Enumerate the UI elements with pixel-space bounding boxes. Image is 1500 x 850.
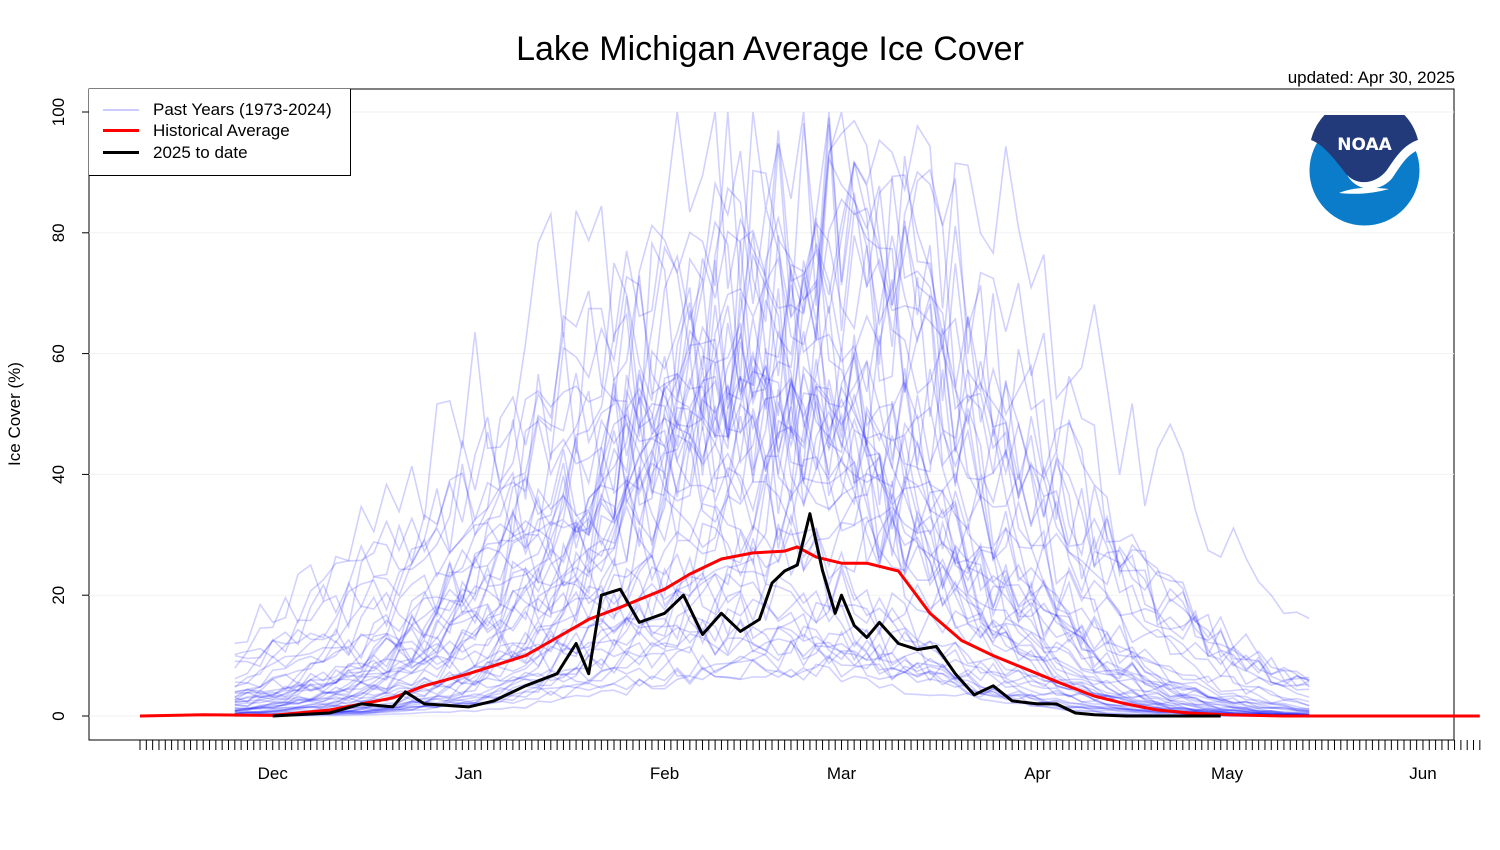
- past-year-line: [234, 439, 1310, 717]
- past-year-line: [234, 321, 1310, 712]
- x-tick-label: Apr: [1024, 764, 1051, 783]
- past-year-line: [234, 617, 1310, 717]
- past-year-line: [234, 624, 1310, 716]
- past-year-line: [234, 385, 1310, 717]
- past-year-line: [234, 625, 1310, 717]
- past-year-line: [234, 348, 1310, 717]
- past-year-line: [234, 235, 1310, 703]
- legend-label-2025: 2025 to date: [153, 143, 248, 162]
- legend-swatch-2025: [103, 151, 139, 154]
- past-year-line: [234, 220, 1310, 717]
- past-year-line: [234, 359, 1310, 717]
- past-year-line: [234, 652, 1310, 717]
- legend-swatch-past-years: [103, 109, 139, 111]
- past-year-line: [234, 111, 1310, 707]
- past-year-line: [234, 376, 1310, 717]
- past-year-line: [234, 408, 1310, 717]
- past-year-line: [234, 355, 1310, 707]
- noaa-logo-icon: NOAA: [1309, 115, 1420, 226]
- x-tick-label: Jan: [455, 764, 482, 783]
- past-year-line: [234, 119, 1310, 717]
- y-axis-label: Ice Cover (%): [5, 362, 24, 466]
- y-tick-label: 20: [49, 586, 68, 605]
- current-year-line: [272, 512, 1221, 718]
- legend-swatch-historical-average: [103, 129, 139, 132]
- past-year-line: [234, 252, 1310, 717]
- past-year-line: [234, 214, 1310, 715]
- past-year-line: [234, 278, 1310, 715]
- svg-text:NOAA: NOAA: [1337, 135, 1392, 155]
- x-tick-label: Jun: [1409, 764, 1436, 783]
- past-year-line: [234, 375, 1310, 712]
- y-tick-label: 0: [49, 711, 68, 720]
- x-tick-label: Dec: [258, 764, 289, 783]
- past-year-line: [234, 235, 1310, 714]
- past-year-line: [234, 111, 1310, 716]
- past-year-line: [234, 460, 1310, 716]
- past-year-line: [234, 630, 1310, 717]
- past-year-line: [234, 507, 1310, 717]
- past-year-line: [234, 305, 1310, 715]
- legend-label-historical-average: Historical Average: [153, 121, 290, 140]
- y-tick-label: 40: [49, 465, 68, 484]
- updated-date: updated: Apr 30, 2025: [1287, 68, 1455, 87]
- x-tick-label: Mar: [827, 764, 857, 783]
- past-year-line: [234, 651, 1310, 716]
- past-year-line: [234, 117, 1310, 712]
- past-year-line: [234, 111, 1310, 711]
- past-year-line: [234, 555, 1310, 717]
- past-year-line: [234, 626, 1310, 716]
- past-year-line: [234, 591, 1310, 717]
- past-year-line: [234, 352, 1310, 711]
- y-tick-label: 80: [49, 223, 68, 242]
- past-year-line: [234, 275, 1310, 717]
- chart-title: Lake Michigan Average Ice Cover: [516, 30, 1024, 68]
- legend-label-past-years: Past Years (1973-2024): [153, 100, 332, 119]
- x-tick-label: May: [1211, 764, 1244, 783]
- past-year-line: [234, 123, 1310, 703]
- legend: Past Years (1973-2024) Historical Averag…: [89, 89, 351, 176]
- past-year-line: [234, 378, 1310, 717]
- past-year-line: [234, 322, 1310, 716]
- past-year-line: [234, 124, 1310, 717]
- past-year-line: [234, 269, 1310, 698]
- past-year-line: [234, 155, 1310, 716]
- y-tick-label: 60: [49, 344, 68, 363]
- past-year-line: [234, 554, 1310, 717]
- y-tick-label: 100: [49, 98, 68, 126]
- past-year-line: [234, 614, 1310, 717]
- historical-average-line: [139, 545, 1480, 718]
- x-tick-label: Feb: [650, 764, 679, 783]
- past-year-line: [234, 365, 1310, 712]
